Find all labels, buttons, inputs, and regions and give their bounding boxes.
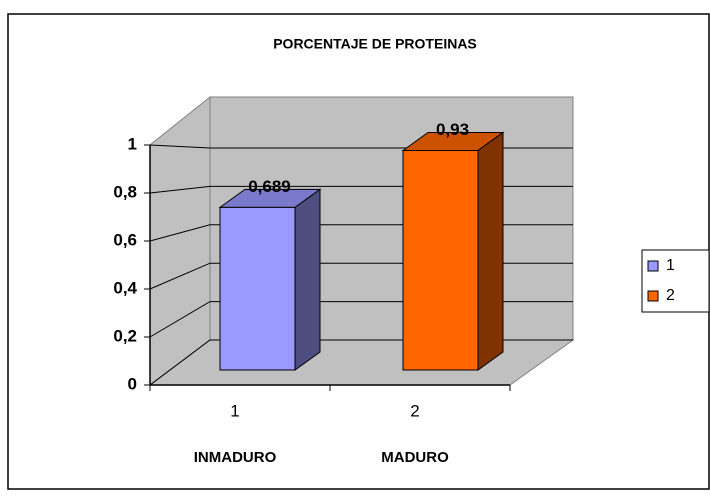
floor <box>148 339 575 386</box>
y-tick-label: 1 <box>128 134 137 153</box>
x-category-title: INMADURO <box>194 449 277 466</box>
bar <box>219 206 296 371</box>
y-tick-label: 0,4 <box>113 278 137 297</box>
bar-side <box>477 131 504 371</box>
x-category-title: MADURO <box>381 449 449 466</box>
y-tick-label: 0,6 <box>113 230 137 249</box>
legend-swatch <box>647 260 659 272</box>
data-label: 0,689 <box>248 177 291 196</box>
legend-swatch <box>647 290 659 302</box>
y-tick-label: 0,2 <box>113 326 137 345</box>
y-tick-label: 0,8 <box>113 182 137 201</box>
x-tick-label: 2 <box>410 401 419 420</box>
x-tick-label: 1 <box>230 401 239 420</box>
side-wall <box>149 95 211 386</box>
legend-label: 2 <box>666 287 675 304</box>
chart-title: PORCENTAJE DE PROTEINAS <box>273 36 477 52</box>
bar <box>402 150 479 371</box>
legend <box>641 249 710 313</box>
legend-label: 1 <box>666 257 675 274</box>
bar-side <box>294 188 321 371</box>
y-tick-label: 0 <box>128 374 137 393</box>
data-label: 0,93 <box>436 120 469 139</box>
